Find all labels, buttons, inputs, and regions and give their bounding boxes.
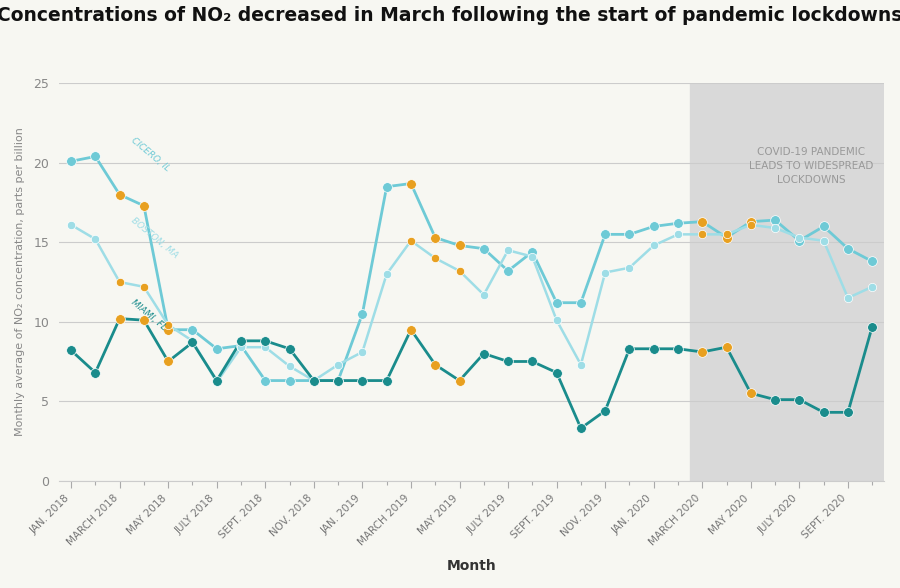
Text: COVID-19 PANDEMIC
LEADS TO WIDESPREAD
LOCKDOWNS: COVID-19 PANDEMIC LEADS TO WIDESPREAD LO…	[750, 147, 874, 185]
X-axis label: Month: Month	[446, 559, 497, 573]
Bar	[690, 83, 885, 480]
Text: MIAMI, FL: MIAMI, FL	[130, 298, 168, 333]
Text: Concentrations of NO₂ decreased in March following the start of pandemic lockdow: Concentrations of NO₂ decreased in March…	[0, 6, 900, 25]
Text: CICERO, IL: CICERO, IL	[130, 136, 171, 173]
Text: BOSTON, MA: BOSTON, MA	[130, 215, 180, 260]
Y-axis label: Monthly average of NO₂ concentration, parts per billion: Monthly average of NO₂ concentration, pa…	[15, 128, 25, 436]
